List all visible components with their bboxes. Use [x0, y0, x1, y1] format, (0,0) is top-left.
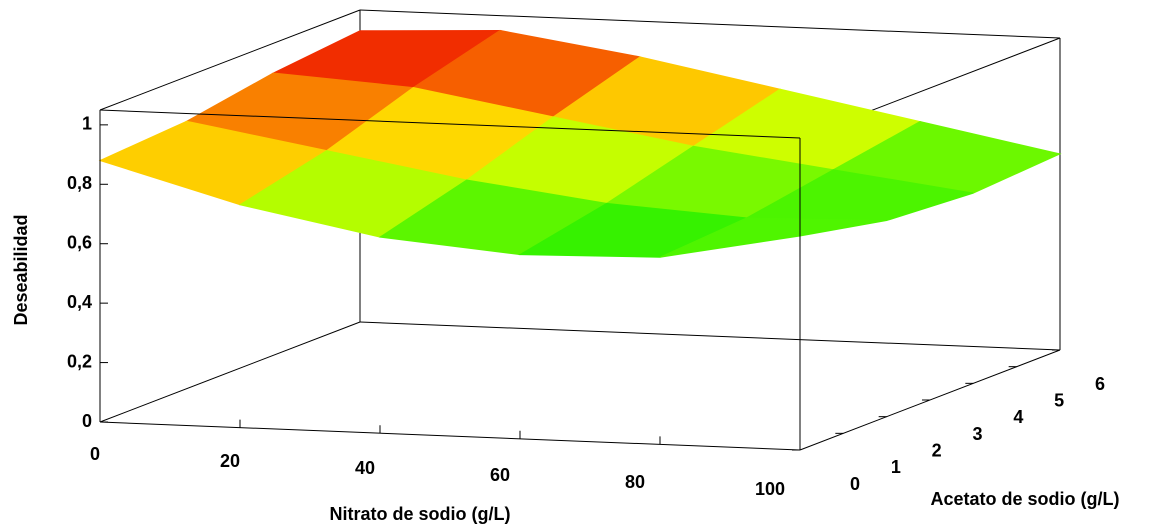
y-tick-label: 5 — [1054, 390, 1064, 410]
z-tick-label: 0,8 — [67, 173, 92, 193]
z-tick-label: 0,2 — [67, 351, 92, 371]
z-tick-label: 0,6 — [67, 232, 92, 252]
box-edge — [99, 9, 361, 111]
x-tick-label: 60 — [490, 465, 510, 485]
box-edge — [359, 321, 1061, 351]
z-axis-label: Deseabilidad — [11, 214, 31, 325]
x-tick-label: 0 — [90, 444, 100, 464]
surface-patch — [659, 217, 887, 258]
box-edge — [99, 421, 801, 451]
surface — [98, 29, 1062, 258]
y-tick-label: 4 — [1013, 407, 1023, 427]
x-tick-label: 20 — [220, 451, 240, 471]
z-tick-label: 1 — [82, 114, 92, 134]
x-axis-label: Nitrato de sodio (g/L) — [330, 504, 511, 524]
z-tick-label: 0,4 — [67, 292, 92, 312]
y-tick-label: 1 — [891, 457, 901, 477]
y-tick-label: 0 — [850, 474, 860, 494]
x-tick-label: 100 — [755, 479, 785, 499]
box-edge — [359, 9, 1061, 39]
z-tick-label: 0 — [82, 411, 92, 431]
box-front: 0 0,2 0,4 0,6 0,8 1 0 20 40 60 80 100 0 1 2 3 4 5 6 — [67, 109, 1105, 499]
x-tick-label: 80 — [625, 472, 645, 492]
y-axis-label: Acetato de sodio (g/L) — [931, 489, 1120, 509]
y-tick-label: 6 — [1095, 374, 1105, 394]
box-edge — [99, 109, 801, 139]
y-tick-label: 2 — [932, 440, 942, 460]
y-tick-label: 3 — [972, 424, 982, 444]
x-tick-label: 40 — [355, 458, 375, 478]
box-edge — [99, 321, 361, 423]
